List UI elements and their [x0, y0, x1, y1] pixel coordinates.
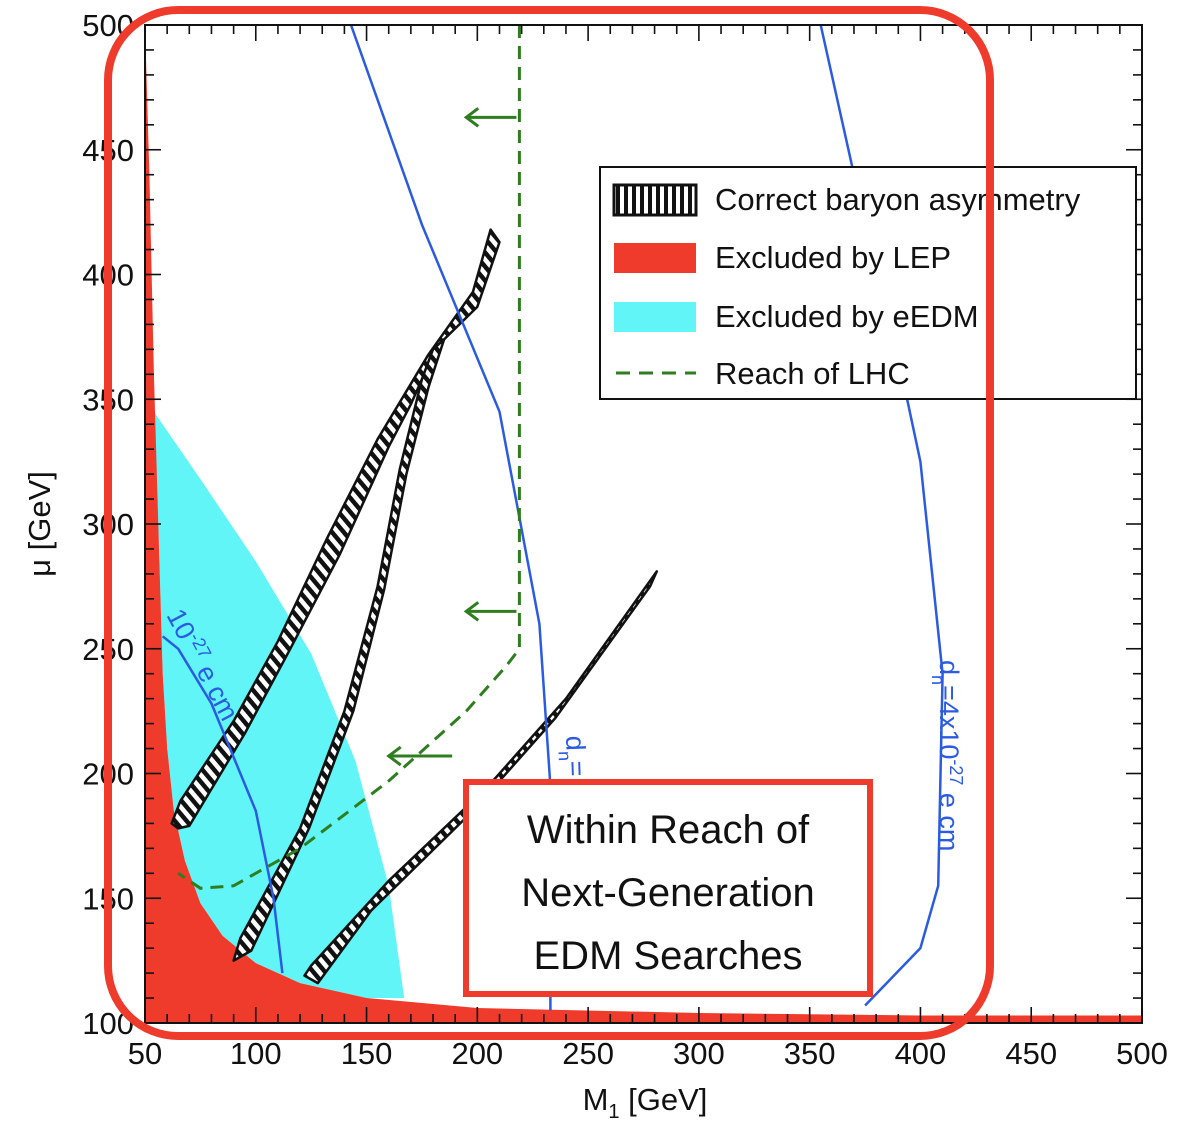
baryon-band-2 — [232, 338, 446, 962]
callout: Within Reach of Next-Generation EDM Sear… — [463, 779, 873, 997]
dn-left-curve-label: dn= — [554, 735, 591, 777]
x-tick-label: 300 — [673, 1036, 725, 1071]
legend-label-baryon: Correct baryon asymmetry — [715, 182, 1081, 217]
baryon-bands — [170, 228, 659, 985]
callout-box — [463, 779, 873, 997]
x-tick-labels: 50 100 150 200 250 300 350 400 450 500 — [128, 1036, 1168, 1071]
edm-curve-de-1e-27 — [161, 635, 284, 974]
lhc-arrow-head-3 — [386, 745, 402, 767]
legend-swatch-eedm — [614, 302, 696, 332]
x-tick-label: 500 — [1116, 1036, 1168, 1071]
lhc-arrow-head-2 — [463, 601, 480, 622]
callout-line-1: Within Reach of — [527, 808, 810, 852]
plot-area — [145, 25, 1142, 1023]
axis-ticks — [144, 24, 1143, 1024]
x-tick-label: 350 — [784, 1036, 836, 1071]
baryon-band-3 — [303, 570, 659, 985]
highlight-frame — [104, 6, 994, 1040]
x-tick-label: 200 — [451, 1036, 503, 1071]
lhc-arrow-head-1 — [463, 107, 480, 128]
legend-swatch-baryon — [612, 183, 698, 217]
y-axis-title: μ [GeV] — [22, 471, 57, 577]
legend-label-lhc: Reach of LHC — [715, 356, 910, 391]
x-tick-label: 50 — [128, 1036, 162, 1071]
legend-label-lep: Excluded by LEP — [715, 240, 951, 275]
x-axis-title: M1 [GeV] — [583, 1082, 708, 1123]
x-tick-label: 450 — [1005, 1036, 1057, 1071]
eedm-excluded-region — [153, 411, 405, 998]
legend-swatch-lep — [614, 243, 696, 273]
legend-label-eedm: Excluded by eEDM — [715, 299, 979, 334]
baryon-band-1 — [170, 228, 501, 830]
lhc-arrows — [386, 107, 517, 767]
dn-right-curve-label: dn=4x10-27 e cm — [928, 660, 966, 851]
legend: Correct baryon asymmetry Excluded by LEP… — [599, 166, 1137, 400]
x-tick-label: 400 — [895, 1036, 947, 1071]
x-tick-label: 100 — [230, 1036, 282, 1071]
x-tick-label: 150 — [341, 1036, 393, 1071]
callout-line-2: Next-Generation — [521, 871, 814, 915]
lhc-reach-line — [177, 25, 521, 890]
x-tick-label: 250 — [562, 1036, 614, 1071]
callout-line-3: EDM Searches — [534, 934, 803, 978]
